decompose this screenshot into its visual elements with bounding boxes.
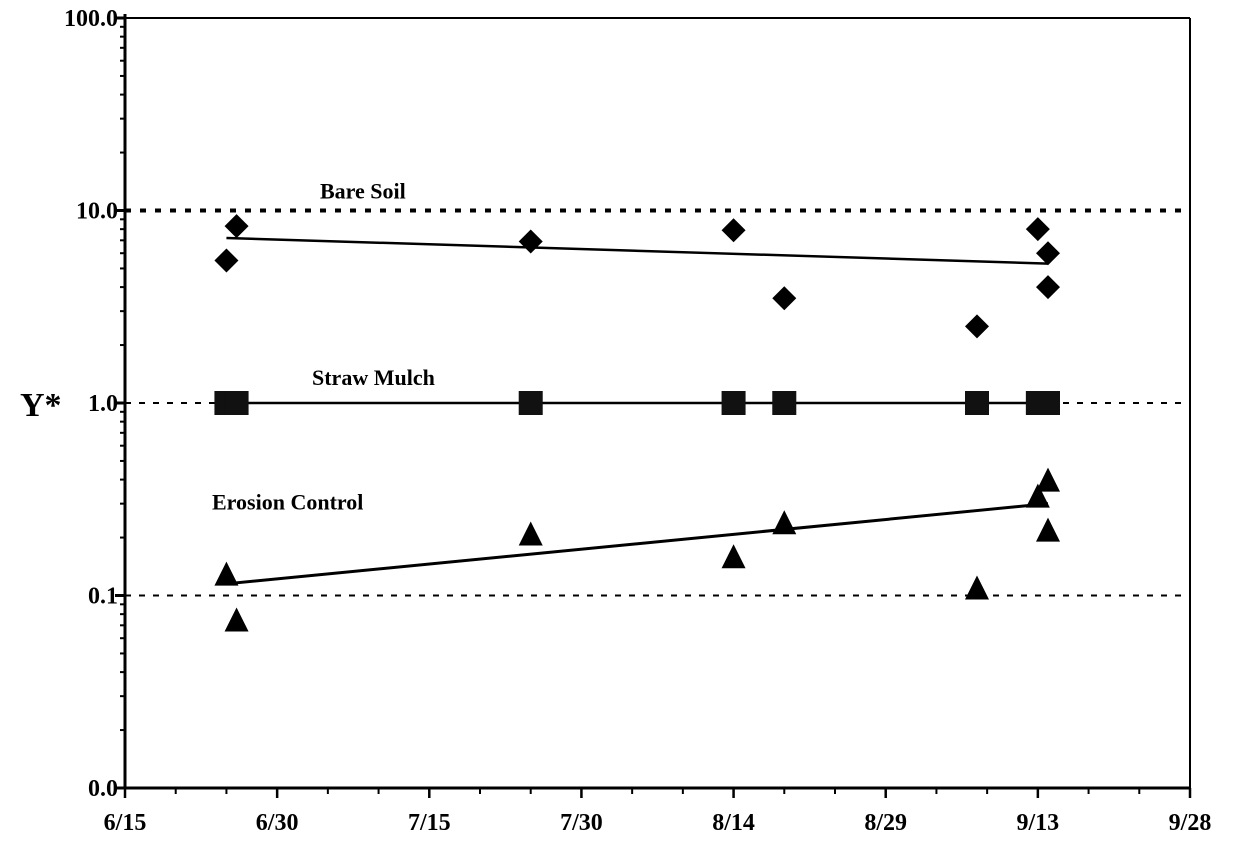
x-tick-label: 9/13 <box>1017 810 1060 836</box>
data-point-square <box>1036 391 1060 415</box>
data-point-triangle <box>1036 517 1060 542</box>
data-point-diamond <box>1036 275 1060 300</box>
y-tick-label: 0.1 <box>88 584 118 610</box>
data-point-square <box>965 391 989 415</box>
data-point-triangle <box>518 521 543 546</box>
data-point-diamond <box>965 314 989 339</box>
trend-line-triangle <box>226 502 1049 586</box>
data-point-diamond <box>772 286 797 311</box>
data-point-triangle <box>224 607 249 632</box>
plot-frame <box>123 14 1191 790</box>
series-label-square: Straw Mulch <box>312 365 435 390</box>
trend-lines <box>226 236 1049 586</box>
y-tick-label: 1.0 <box>88 391 118 417</box>
data-point-diamond <box>518 229 543 254</box>
data-point-diamond <box>224 214 249 239</box>
data-points <box>214 214 1060 632</box>
y-tick-label: 10.0 <box>76 199 118 225</box>
axis-labels: 100.0 10.0 1.0 0.1 0.0 6/15 6/30 7/15 7/30 8/14 8/… <box>64 6 1211 836</box>
data-point-diamond <box>1025 217 1050 242</box>
x-tick-label: 7/30 <box>560 810 603 836</box>
x-tick-label: 6/15 <box>104 810 147 836</box>
data-point-triangle <box>214 561 239 586</box>
x-tick-label: 7/15 <box>408 810 451 836</box>
data-point-square <box>772 391 797 415</box>
data-point-triangle <box>721 544 746 569</box>
data-point-diamond <box>1036 241 1060 266</box>
x-tick-label: 9/28 <box>1169 810 1212 836</box>
y-tick-label: 100.0 <box>64 6 118 32</box>
axis-ticks <box>115 16 1192 798</box>
x-tick-label: 8/14 <box>712 810 755 836</box>
y-axis-label: Y* <box>20 387 62 424</box>
data-point-square <box>721 391 746 415</box>
data-point-square <box>224 391 249 415</box>
data-point-diamond <box>214 248 239 273</box>
x-tick-label: 8/29 <box>864 810 907 836</box>
data-point-diamond <box>721 218 746 243</box>
data-point-triangle <box>1025 483 1050 508</box>
data-point-square <box>518 391 543 415</box>
data-point-triangle <box>1036 467 1060 492</box>
data-point-triangle <box>965 575 989 600</box>
series-label-diamond: Bare Soil <box>320 179 406 204</box>
series-label-triangle: Erosion Control <box>212 490 363 515</box>
data-point-triangle <box>772 510 797 535</box>
trend-line-diamond <box>226 236 1049 265</box>
x-tick-label: 6/30 <box>256 810 299 836</box>
y-tick-label: 0.0 <box>88 776 118 802</box>
